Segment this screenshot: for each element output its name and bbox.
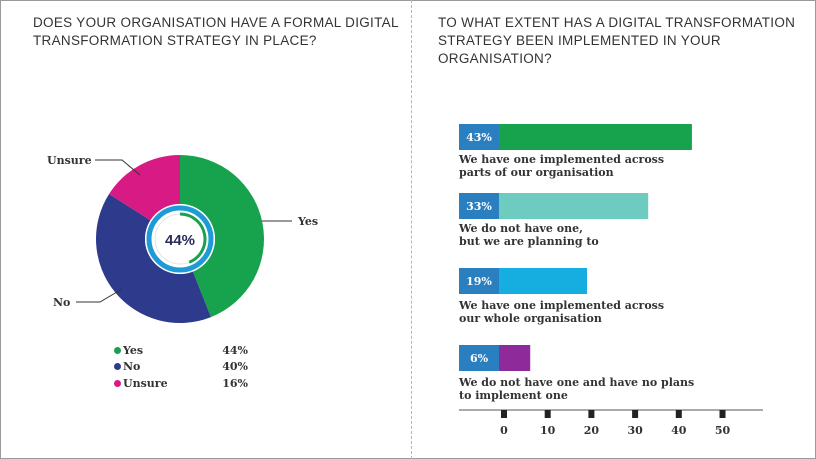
donut-center-progress-arc [179,212,207,264]
donut-center-ring [146,205,214,273]
bar-value-label-3: 19% [466,275,492,288]
x-tick-mark-50 [719,410,726,418]
legend-label-no: No [123,360,141,373]
x-tick-label-20: 20 [584,424,600,437]
x-tick-mark-30 [632,410,639,418]
bar-label-3-line-1: We have one implemented across [459,299,665,312]
donut-slice-unsure [109,155,180,221]
bar-value-label-1: 43% [466,131,492,144]
bar-value-label-4: 6% [470,352,489,365]
donut-center-label: 44% [165,232,195,249]
x-tick-label-10: 10 [540,424,556,437]
x-tick-label-0: 0 [500,424,508,437]
legend-label-yes: Yes [123,344,144,357]
bar-label-2-line-1: We do not have one, [459,222,583,235]
legend-dot-unsure [114,379,121,387]
bar-label-3-line-2: our whole organisation [459,312,602,325]
slice-label-unsure: Unsure [47,154,92,167]
bar-badge-1 [459,124,499,150]
legend-value-unsure: 16% [222,377,248,390]
legend-value-yes: 44% [222,344,248,357]
x-tick-mark-0 [501,410,507,418]
legend-item-unsure: Unsure 16% [114,376,254,392]
x-tick-label-50: 50 [715,424,731,437]
legend-item-no: No 40% [114,359,254,375]
bar-value-label-2: 33% [466,200,492,213]
bar-badge-4 [459,345,499,371]
legend-dot-yes [114,346,121,354]
bar-label-2: We do not have one, but we are planning … [459,222,759,248]
bar-label-1-line-1: We have one implemented across [459,153,665,166]
x-tick-mark-10 [544,410,551,418]
slice-label-no: No [53,296,70,309]
x-tick-mark-20 [588,410,595,418]
leader-line-no [76,288,123,303]
bar-chart-title: TO WHAT EXTENT HAS A DIGITAL TRANSFORMAT… [438,15,796,66]
bar-label-1-line-2: parts of our organisation [459,166,614,179]
legend-value-no: 40% [222,360,248,373]
bar-label-4: We do not have one and have no plans to … [459,376,759,402]
legend-dot-no [114,362,121,370]
panel-divider [411,0,412,459]
x-tick-label-30: 30 [627,424,643,437]
bar-label-3: We have one implemented across our whole… [459,299,759,325]
donut-slice-yes [180,155,265,318]
donut-chart-title: DOES YOUR ORGANISATION HAVE A FORMAL DIG… [33,15,399,48]
legend-label-unsure: Unsure [123,377,168,390]
bar-badge-3 [459,268,499,294]
bar-label-4-line-1: We do not have one and have no plans [459,376,695,389]
bar-badge-2 [459,193,499,219]
donut-slice-no [96,193,211,323]
x-tick-mark-40 [675,410,682,418]
bar-label-2-line-2: but we are planning to [459,235,599,248]
x-tick-label-40: 40 [671,424,687,437]
slice-label-yes: Yes [297,215,318,228]
bar-label-1: We have one implemented across parts of … [459,153,759,179]
bar-label-4-line-2: to implement one [459,389,568,402]
leader-line-unsure [95,159,141,176]
legend-item-yes: Yes 44% [114,343,254,359]
